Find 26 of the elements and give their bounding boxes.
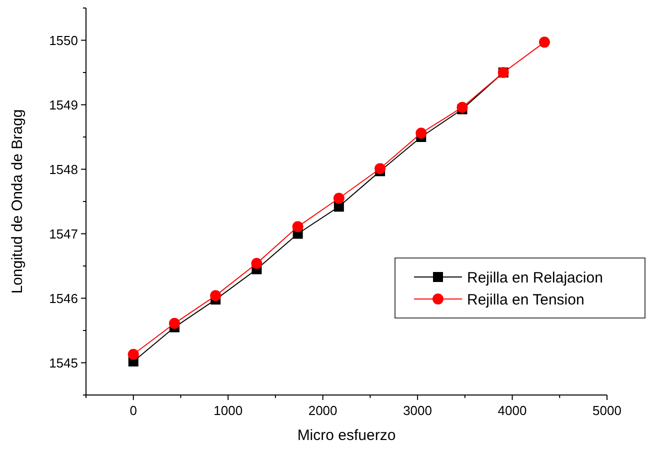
legend-label: Rejilla en Relajacion: [467, 270, 603, 286]
y-tick-label: 1547: [49, 226, 78, 242]
point: [128, 348, 139, 360]
x-tick-label: 5000: [592, 403, 622, 418]
point: [416, 128, 427, 139]
y-tick-label: 1550: [49, 32, 78, 48]
y-tick-label: 1548: [49, 162, 78, 177]
point: [292, 221, 304, 232]
y-tick-label: 1545: [49, 355, 78, 370]
point: [538, 36, 550, 48]
x-tick-label: 4000: [498, 403, 527, 418]
x-tick-label: 1000: [214, 403, 243, 418]
y-tick-label: 1546: [49, 290, 78, 306]
point: [374, 163, 386, 174]
x-tick-label: 2000: [308, 403, 338, 418]
point: [333, 192, 344, 204]
point: [210, 290, 222, 302]
x-tick-label: 0: [130, 403, 137, 418]
y-axis-title: Longitud de Onda de Bragg: [9, 109, 26, 294]
x-tick-label: 3000: [403, 403, 432, 418]
legend-label: Rejilla en Tension: [467, 292, 584, 308]
y-tick-label: 1549: [49, 97, 78, 112]
point: [251, 258, 262, 269]
point: [168, 318, 180, 329]
x-axis-title: Micro esfuerzo: [297, 427, 396, 444]
point: [456, 102, 468, 113]
